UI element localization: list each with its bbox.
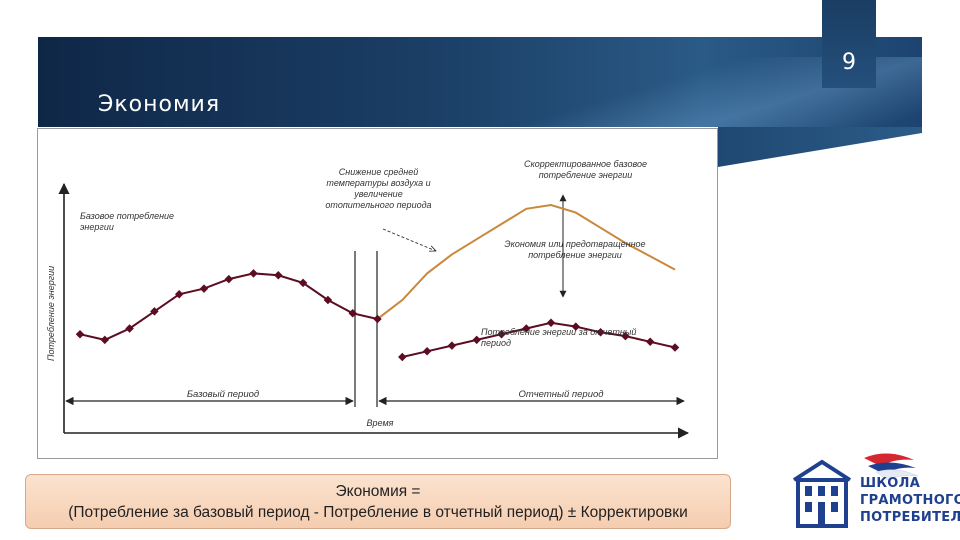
series-base-line [79, 272, 378, 341]
series-base-marker [100, 335, 110, 345]
x-axis-label: Время [367, 418, 394, 428]
logo-line-3: ПОТРЕБИТЕЛЯ [860, 510, 960, 525]
series-base-marker [224, 274, 234, 284]
formula-line-1: Экономия = [335, 483, 421, 500]
energy-savings-chart: Потребление энергии Время Базовый период… [46, 159, 690, 439]
series-base-marker [125, 324, 134, 333]
school-logo: ШКОЛА ГРАМОТНОГО ПОТРЕБИТЕЛЯ [792, 452, 960, 532]
series-base-marker [274, 271, 283, 280]
logo-text: ШКОЛА ГРАМОТНОГО ПОТРЕБИТЕЛЯ [860, 475, 960, 526]
temperature-note-label: Снижение средней температуры воздуха и у… [325, 167, 432, 210]
series-report-marker [447, 341, 457, 350]
series-base-marker [323, 295, 333, 305]
savings-label: Экономия или предотвращенное потребление… [504, 239, 646, 260]
series-report-line [402, 321, 676, 358]
y-axis-label: Потребление энергии [46, 266, 56, 361]
logo-emblem-icon [792, 453, 919, 528]
series-adjusted-line [376, 203, 676, 320]
series-base-marker [199, 284, 209, 293]
series-base-marker [75, 329, 85, 339]
temp-note-pointer [382, 228, 436, 251]
series-report-marker [472, 335, 481, 345]
banner-accent [718, 127, 922, 167]
series-base-marker [373, 314, 382, 324]
header-banner [38, 37, 922, 127]
series-report-marker [398, 352, 407, 362]
page-number-tab [822, 0, 876, 88]
adjusted-base-label: Скорректированное базовое потребление эн… [523, 159, 648, 180]
series-base-marker [298, 278, 308, 288]
formula-line-2: (Потребление за базовый период - Потребл… [68, 504, 688, 521]
logo-line-1: ШКОЛА [860, 476, 921, 491]
report-period-label: Отчетный период [518, 389, 603, 400]
series-report-marker [422, 347, 432, 356]
series-report-marker [670, 343, 680, 352]
page-title: Экономия [98, 92, 221, 117]
series-base-marker [249, 269, 258, 278]
base-consumption-label: Базовое потребление энергии [80, 211, 175, 232]
series-report-marker [546, 318, 556, 328]
base-period-label: Базовый период [187, 389, 259, 400]
series-report-marker [497, 329, 506, 339]
series-base-marker [150, 307, 159, 316]
report-consumption-label: Потребление энергии за отчетный период [481, 327, 637, 348]
savings-formula-box: Экономия = (Потребление за базовый перио… [25, 474, 731, 529]
page-number: 9 [842, 50, 856, 75]
logo-line-2: ГРАМОТНОГО [860, 493, 960, 508]
chart-figure: Потребление энергии Время Базовый период… [37, 128, 718, 459]
series-base-marker [348, 309, 357, 318]
